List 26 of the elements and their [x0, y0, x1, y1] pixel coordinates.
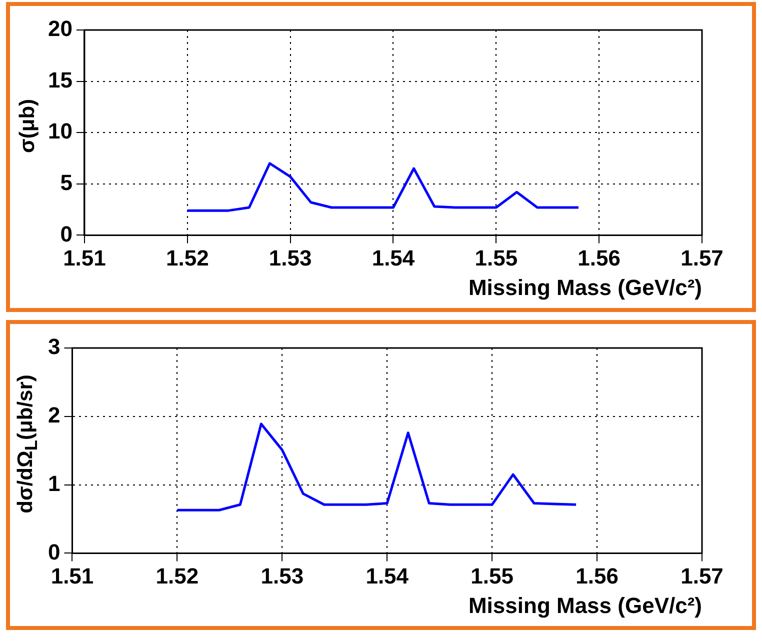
y-tick-label: 20 — [48, 16, 72, 42]
x-tick-label: 1.53 — [260, 563, 304, 588]
y-tick-label: 0 — [48, 539, 60, 564]
x-tick-label: 1.55 — [470, 563, 514, 588]
x-tick-label: 1.51 — [63, 245, 106, 270]
x-tick-label: 1.54 — [372, 245, 416, 270]
x-axis-title: Missing Mass (GeV/c²) — [468, 592, 702, 618]
x-tick-label: 1.53 — [268, 245, 312, 270]
x-tick-label: 1.52 — [166, 245, 209, 270]
y-tick-label: 15 — [48, 67, 72, 92]
y-axis-title: σ(μb) — [16, 98, 40, 154]
x-tick-label: 1.56 — [578, 245, 620, 270]
y-tick-label: 0 — [60, 221, 72, 246]
x-tick-label: 1.57 — [680, 563, 724, 588]
y-tick-label: 2 — [48, 402, 60, 428]
x-tick-label: 1.55 — [474, 245, 518, 270]
y-tick-label: 1 — [48, 470, 60, 496]
y-tick-label: 5 — [60, 170, 72, 195]
x-tick-label: 1.56 — [576, 563, 618, 588]
x-tick-label: 1.57 — [680, 245, 724, 270]
x-tick-label: 1.51 — [50, 563, 94, 588]
y-tick-label: 10 — [48, 118, 72, 144]
x-axis-title: Missing Mass (GeV/c²) — [468, 274, 702, 300]
x-tick-label: 1.54 — [366, 563, 410, 588]
x-tick-label: 1.52 — [156, 563, 199, 588]
y-tick-label: 3 — [48, 334, 60, 360]
